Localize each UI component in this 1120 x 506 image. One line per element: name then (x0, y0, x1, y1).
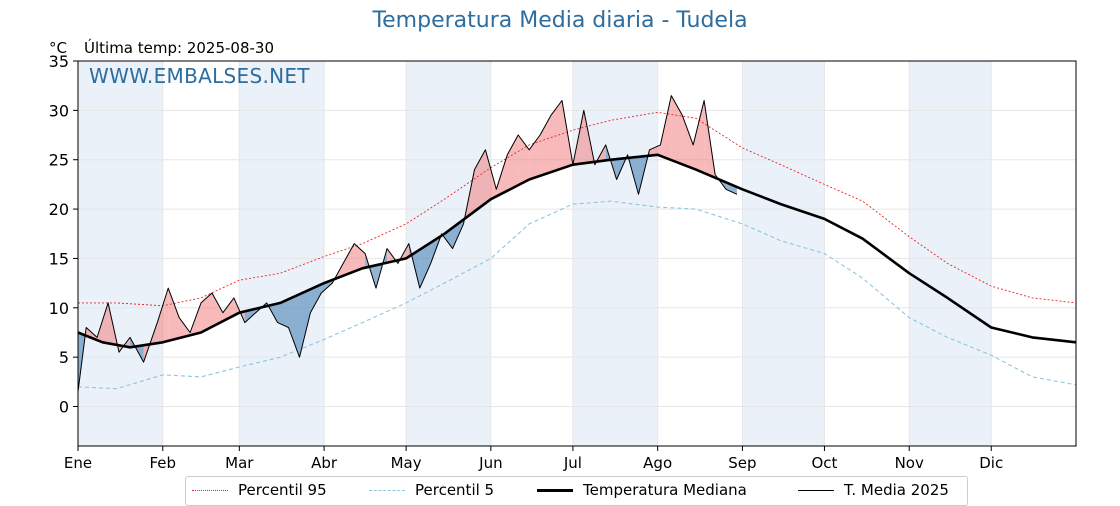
fill-below-median (321, 279, 333, 293)
series-line-median (77, 153, 1077, 349)
x-tick-label: Dic (979, 454, 1003, 472)
fill-above-median (485, 149, 497, 204)
fill-above-median (551, 100, 562, 173)
fill-above-median (518, 135, 530, 186)
x-tick-label: Jul (563, 454, 582, 472)
fill-below-median (310, 284, 322, 313)
x-tick-label: Jun (478, 454, 502, 472)
legend-item-p5: Percentil 5 (369, 481, 494, 499)
legend-label-median: Temperatura Mediana (583, 481, 747, 499)
fill-above-median (693, 100, 705, 174)
y-tick-label: 30 (49, 101, 69, 120)
legend: Percentil 95 Percentil 5 Temperatura Med… (185, 476, 968, 506)
y-tick-label: 25 (49, 151, 69, 170)
fill-above-median (222, 297, 234, 322)
chart-title: Temperatura Media diaria - Tudela (372, 8, 748, 33)
fill-above-median (179, 317, 191, 339)
fill-below-median (419, 242, 431, 289)
fill-above-median (86, 327, 98, 341)
fill-above-median (682, 115, 694, 169)
watermark: WWW.EMBALSES.NET (89, 64, 310, 88)
fill-below-median (277, 299, 289, 328)
x-tick-label: Nov (895, 454, 924, 472)
x-tick-label: Mar (225, 454, 254, 472)
x-tick-label: Ago (643, 454, 672, 472)
fill-below-median (441, 227, 453, 249)
y-axis: 0 5 10 15 20 25 30 35 (49, 52, 78, 417)
fill-above-median (354, 243, 366, 272)
fill-below-median (244, 308, 256, 323)
series-line-current (77, 95, 738, 392)
fill-above-median (201, 292, 212, 333)
x-tick-label: Sep (728, 454, 756, 472)
x-tick-label: Feb (149, 454, 176, 472)
month-band (239, 61, 325, 446)
month-band (742, 61, 825, 446)
fill-below-median (408, 243, 420, 289)
y-unit-label: °C (49, 39, 67, 57)
month-band (78, 61, 163, 446)
fill-below-median (726, 182, 737, 195)
y-tick-label: 10 (49, 299, 69, 318)
legend-swatch-p95 (192, 490, 228, 491)
x-tick-label: May (391, 454, 422, 472)
fill-above-median (660, 95, 672, 161)
legend-item-current: T. Media 2025 (798, 481, 949, 499)
legend-label-p5: Percentil 5 (415, 481, 495, 499)
month-bands (78, 61, 992, 446)
fill-above-median (649, 144, 661, 156)
month-band (909, 61, 992, 446)
legend-swatch-current (798, 490, 834, 491)
fill-above-median (496, 154, 508, 197)
y-tick-label: 15 (49, 249, 69, 268)
last-temp-label: Última temp: 2025-08-30 (84, 39, 275, 57)
x-tick-label: Oct (811, 454, 837, 472)
legend-swatch-p5 (369, 490, 405, 491)
fill-above-median (507, 135, 519, 191)
fill-below-median (288, 294, 300, 358)
x-axis: Ene Feb Mar Abr May Jun Jul Ago Sep Oct Nov Dic (64, 446, 1003, 472)
legend-label-p95: Percentil 95 (238, 481, 327, 499)
legend-label-current: T. Media 2025 (844, 481, 949, 499)
series-lines (77, 95, 1077, 392)
fill-above-median (671, 95, 683, 165)
legend-item-median: Temperatura Mediana (537, 481, 747, 499)
y-tick-label: 35 (49, 52, 69, 71)
legend-swatch-median (537, 489, 573, 492)
y-tick-label: 0 (59, 398, 69, 417)
series-line-p5 (77, 200, 1077, 390)
legend-item-p95: Percentil 95 (192, 481, 327, 499)
series-line-p95 (78, 111, 1077, 307)
fill-above-median (211, 292, 223, 327)
fill-above-median (343, 243, 355, 276)
fill-above-median (157, 288, 169, 344)
y-tick-label: 20 (49, 200, 69, 219)
fill-above-median (168, 288, 180, 341)
x-tick-label: Ene (64, 454, 92, 472)
x-tick-label: Abr (311, 454, 338, 472)
y-tick-label: 5 (59, 348, 69, 367)
fill-below-median (299, 289, 311, 358)
grid-lines (77, 60, 1076, 446)
plot-frame (77, 60, 1077, 447)
